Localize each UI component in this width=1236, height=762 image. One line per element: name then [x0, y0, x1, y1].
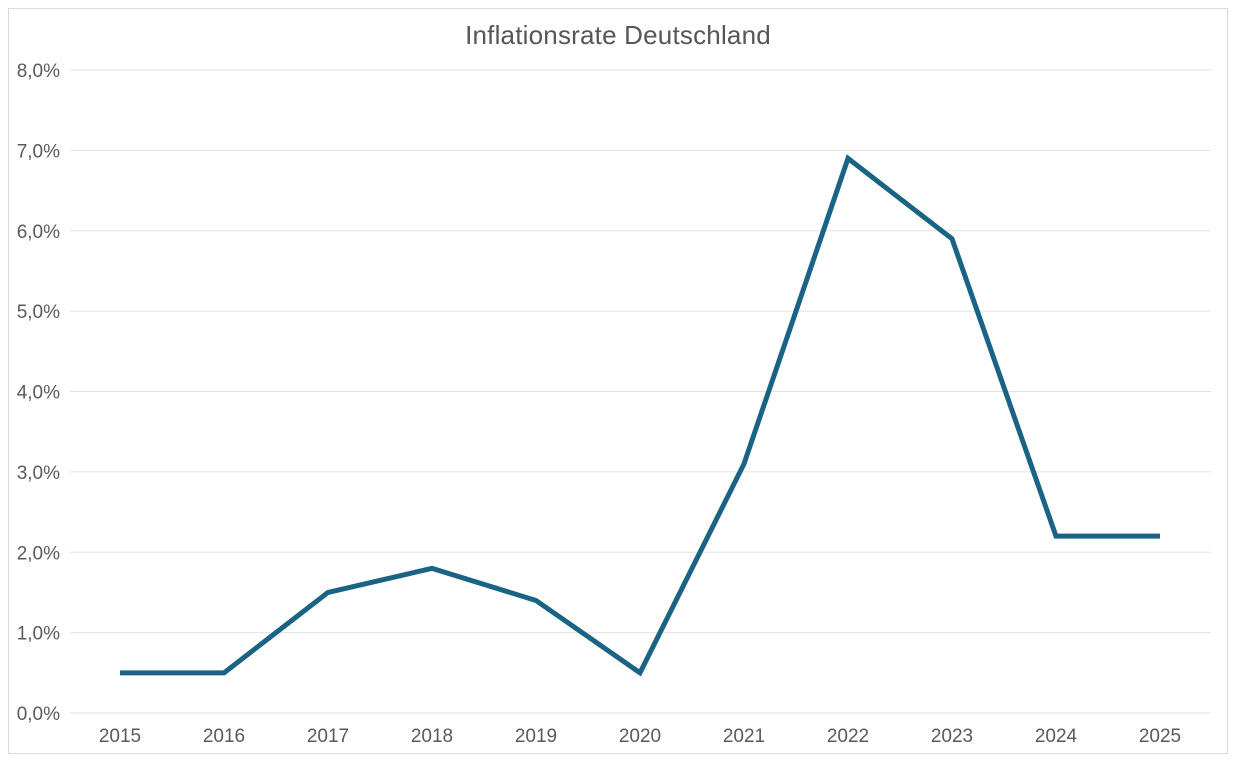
x-axis-tick-label: 2018: [411, 726, 453, 747]
inflation-line: [120, 154, 1160, 677]
x-axis-tick-label: 2023: [931, 726, 973, 747]
y-axis-tick-label: 3,0%: [17, 463, 60, 484]
x-axis-tick-label: 2019: [515, 726, 557, 747]
y-axis-tick-label: 2,0%: [17, 543, 60, 564]
x-axis-tick-label: 2024: [1035, 726, 1078, 747]
x-axis-tick-label: 2016: [203, 726, 245, 747]
x-axis-tick-label: 2017: [307, 726, 349, 747]
chart-canvas: 0,0% 1,0% 2,0% 3,0% 4,0% 5,0% 6,0% 7,0% 8,0% 2015…: [17, 61, 1211, 747]
y-axis-tick-label: 4,0%: [17, 383, 60, 404]
y-axis-tick-label: 1,0%: [17, 624, 60, 645]
x-axis-tick-label: 2022: [827, 726, 869, 747]
y-axis-tick-label: 6,0%: [17, 222, 60, 243]
x-axis-tick-label: 2020: [619, 726, 661, 747]
y-axis-tick-label: 7,0%: [17, 141, 60, 162]
x-axis-tick-label: 2025: [1139, 726, 1181, 747]
inflation-chart: 0,0% 1,0% 2,0% 3,0% 4,0% 5,0% 6,0% 7,0% 8,0% 2015…: [8, 8, 1228, 754]
x-axis-tick-label: 2015: [99, 726, 141, 747]
y-axis-tick-label: 0,0%: [17, 704, 60, 725]
x-axis-tick-label: 2021: [723, 726, 765, 747]
y-axis-tick-label: 8,0%: [17, 61, 60, 82]
y-axis-tick-label: 5,0%: [17, 302, 60, 323]
